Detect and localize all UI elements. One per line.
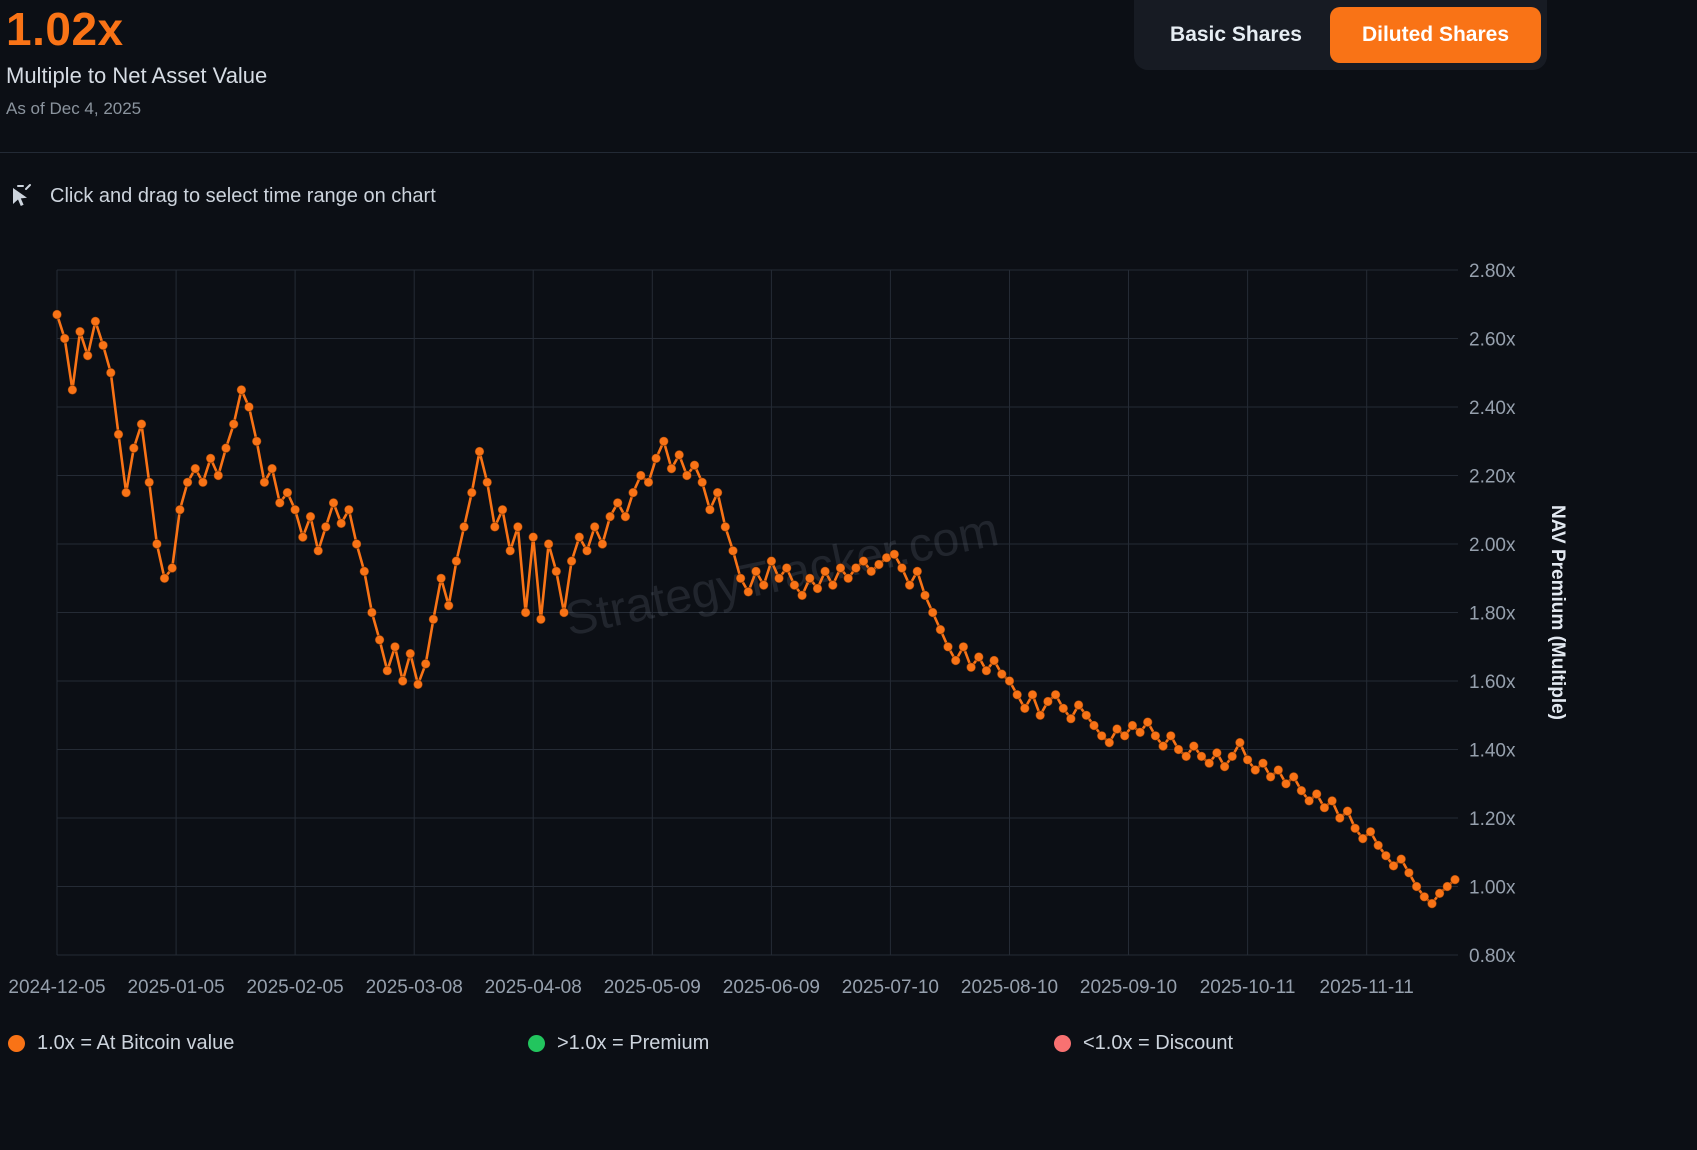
svg-text:2025-02-05: 2025-02-05 xyxy=(246,977,343,998)
diluted-shares-button[interactable]: Diluted Shares xyxy=(1329,7,1541,63)
drag-select-cursor-icon xyxy=(6,182,34,210)
legend-label: 1.0x = At Bitcoin value xyxy=(37,1032,235,1054)
svg-text:2.20x: 2.20x xyxy=(1469,467,1516,488)
share-type-toggle: Basic Shares Diluted Shares xyxy=(1134,0,1547,70)
svg-text:2025-09-10: 2025-09-10 xyxy=(1080,977,1177,998)
nav-multiple-data-points xyxy=(51,309,1461,909)
svg-text:1.40x: 1.40x xyxy=(1469,741,1516,762)
legend-item-discount: <1.0x = Discount xyxy=(1054,1032,1233,1055)
svg-text:1.20x: 1.20x xyxy=(1469,809,1516,830)
y-axis-title: NAV Premium (Multiple) xyxy=(1547,505,1568,720)
legend-label: >1.0x = Premium xyxy=(557,1032,710,1054)
legend-label: <1.0x = Discount xyxy=(1083,1032,1234,1054)
svg-text:2.80x: 2.80x xyxy=(1469,261,1516,282)
svg-text:2.40x: 2.40x xyxy=(1469,398,1516,419)
as-of-date: As of Dec 4, 2025 xyxy=(6,98,142,118)
svg-text:2025-10-11: 2025-10-11 xyxy=(1200,977,1296,998)
svg-text:2025-03-08: 2025-03-08 xyxy=(366,977,463,998)
svg-text:2024-12-05: 2024-12-05 xyxy=(8,977,105,998)
orange-dot-icon xyxy=(8,1035,25,1052)
svg-text:2025-06-09: 2025-06-09 xyxy=(723,977,820,998)
svg-text:2025-11-11: 2025-11-11 xyxy=(1320,977,1414,998)
drag-hint: Click and drag to select time range on c… xyxy=(6,182,436,210)
svg-text:2025-07-10: 2025-07-10 xyxy=(842,977,939,998)
chart-legend: 1.0x = At Bitcoin value >1.0x = Premium … xyxy=(0,1032,1697,1062)
svg-text:2.60x: 2.60x xyxy=(1469,330,1516,351)
basic-shares-button[interactable]: Basic Shares xyxy=(1148,9,1324,61)
green-dot-icon xyxy=(528,1035,545,1052)
x-grid-and-labels: 2024-12-05 2025-01-05 2025-02-05 2025-03-08… xyxy=(8,270,1414,998)
svg-text:2025-04-08: 2025-04-08 xyxy=(485,977,582,998)
svg-text:2025-05-09: 2025-05-09 xyxy=(604,977,701,998)
page-title: Multiple to Net Asset Value xyxy=(6,62,268,88)
header: 1.02x Multiple to Net Asset Value As of … xyxy=(6,4,267,119)
legend-item-premium: >1.0x = Premium xyxy=(528,1032,709,1055)
svg-text:1.80x: 1.80x xyxy=(1469,604,1516,625)
svg-text:1.00x: 1.00x xyxy=(1469,878,1516,899)
red-dot-icon xyxy=(1054,1035,1071,1052)
svg-text:1.60x: 1.60x xyxy=(1469,672,1516,693)
legend-item-bitcoin-value: 1.0x = At Bitcoin value xyxy=(8,1032,234,1055)
svg-text:0.80x: 0.80x xyxy=(1469,946,1516,967)
svg-text:2025-08-10: 2025-08-10 xyxy=(961,977,1058,998)
nav-multiple-value: 1.02x xyxy=(6,3,124,55)
svg-text:2025-01-05: 2025-01-05 xyxy=(127,977,224,998)
drag-hint-text: Click and drag to select time range on c… xyxy=(50,184,436,207)
nav-multiple-series-line xyxy=(55,313,1457,905)
svg-text:2.00x: 2.00x xyxy=(1469,535,1516,556)
header-divider xyxy=(0,152,1697,153)
y-grid-and-labels: 0.80x 1.00x 1.20x 1.40x 1.60x 1.80x 2.00x 2.20x… xyxy=(57,261,1516,967)
